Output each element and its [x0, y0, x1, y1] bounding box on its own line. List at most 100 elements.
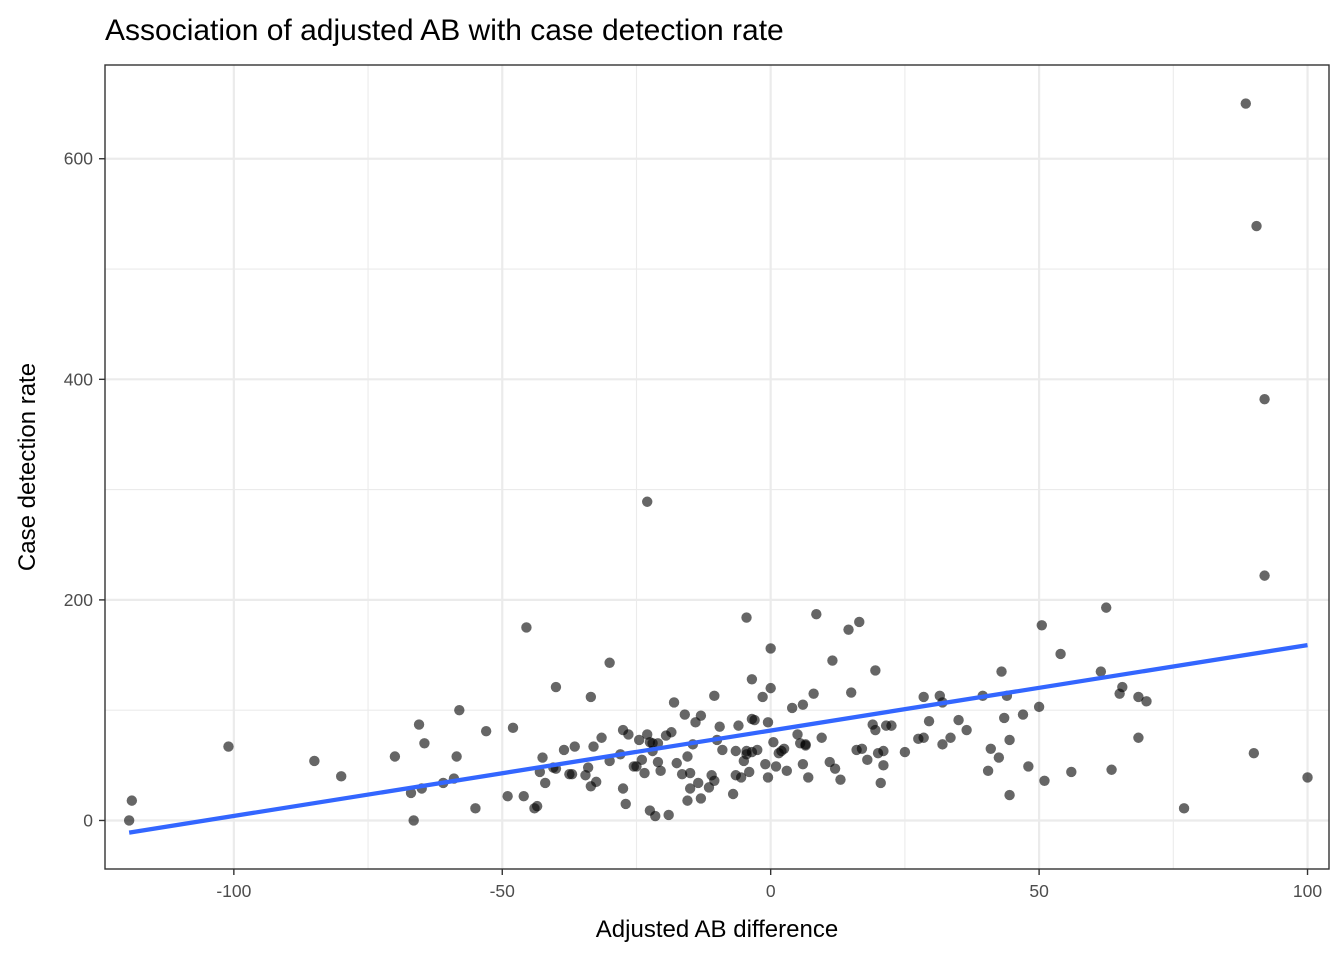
trend-line [128, 642, 1308, 835]
data-point [886, 720, 897, 731]
data-point [953, 714, 964, 726]
panel-border [104, 64, 1330, 870]
data-point [870, 724, 881, 736]
chart-title: Association of adjusted AB with case det… [105, 14, 784, 47]
data-point [811, 609, 822, 620]
data-point [854, 616, 865, 628]
data-point [413, 719, 425, 730]
data-point [816, 732, 827, 743]
data-point [875, 777, 886, 789]
data-point [937, 739, 948, 750]
data-point [757, 691, 768, 703]
data-point [797, 699, 809, 710]
data-point [470, 803, 481, 814]
data-point [730, 745, 741, 757]
data-point [762, 772, 774, 783]
data-point [1017, 709, 1029, 720]
data-point [1101, 602, 1112, 613]
data-point [709, 775, 720, 786]
data-point [693, 777, 704, 789]
data-point [663, 809, 674, 821]
data-point [999, 712, 1010, 724]
y-tick-label: 600 [64, 149, 93, 169]
data-point [765, 643, 776, 654]
data-point [518, 791, 529, 802]
y-tick-label: 0 [83, 810, 93, 830]
data-point [633, 734, 645, 746]
data-point [862, 754, 873, 766]
data-point [786, 702, 798, 714]
data-point [695, 710, 707, 721]
data-point [1302, 772, 1313, 783]
data-point [1133, 732, 1144, 743]
data-point [803, 772, 814, 783]
data-point [585, 691, 597, 703]
data-point [596, 732, 607, 743]
data-point [735, 772, 747, 783]
data-point [507, 722, 519, 734]
data-point [856, 743, 868, 754]
data-point [566, 768, 578, 780]
data-point [982, 765, 994, 777]
data-point [604, 657, 615, 668]
data-point [827, 655, 838, 666]
data-point [961, 724, 972, 736]
data-point [419, 738, 430, 749]
data-point [765, 682, 776, 694]
data-point [797, 759, 809, 770]
data-point [1178, 803, 1190, 814]
data-point [1117, 681, 1128, 693]
x-tick-label: 100 [1293, 881, 1322, 901]
y-axis-title: Case detection rate [14, 363, 41, 571]
y-tick-label: 400 [64, 369, 93, 389]
x-tick-label: 50 [1029, 881, 1049, 901]
data-point [642, 496, 653, 507]
data-point [671, 757, 682, 769]
data-point [695, 793, 707, 804]
data-point [792, 729, 803, 740]
x-tick-label: -100 [216, 881, 251, 901]
minor-gridlines [105, 65, 1329, 869]
data-point [770, 761, 782, 772]
x-tick-label: -50 [490, 881, 516, 901]
data-point [744, 766, 755, 778]
data-point [454, 704, 465, 716]
data-point [727, 788, 739, 800]
x-tick-label: 0 [766, 881, 776, 901]
data-point [617, 783, 629, 794]
data-point [1066, 766, 1077, 778]
data-point [1133, 691, 1144, 703]
data-point [878, 745, 889, 757]
data-point [749, 714, 760, 726]
data-point [652, 738, 664, 749]
data-point [582, 762, 594, 773]
data-point [835, 774, 846, 785]
data-point [1033, 701, 1045, 713]
data-point [714, 721, 725, 732]
data-point [588, 741, 599, 752]
data-point [846, 687, 857, 698]
data-point [878, 760, 889, 771]
data-point [502, 791, 513, 802]
data-point [652, 756, 664, 768]
data-point [993, 752, 1005, 763]
data-point [1004, 734, 1015, 746]
data-point [800, 740, 811, 751]
data-point [746, 674, 758, 685]
data-point [752, 744, 763, 756]
data-point [540, 777, 551, 789]
data-point [336, 771, 347, 782]
data-point [829, 763, 841, 774]
data-point [620, 798, 631, 810]
data-point [1095, 666, 1107, 677]
data-point [480, 725, 492, 737]
data-point [1039, 775, 1050, 786]
data-point [918, 691, 929, 703]
data-point [1259, 393, 1270, 405]
data-point [1240, 98, 1251, 109]
data-point [1055, 648, 1066, 660]
data-point [223, 741, 234, 752]
data-point [558, 744, 570, 756]
data-point [985, 743, 996, 754]
